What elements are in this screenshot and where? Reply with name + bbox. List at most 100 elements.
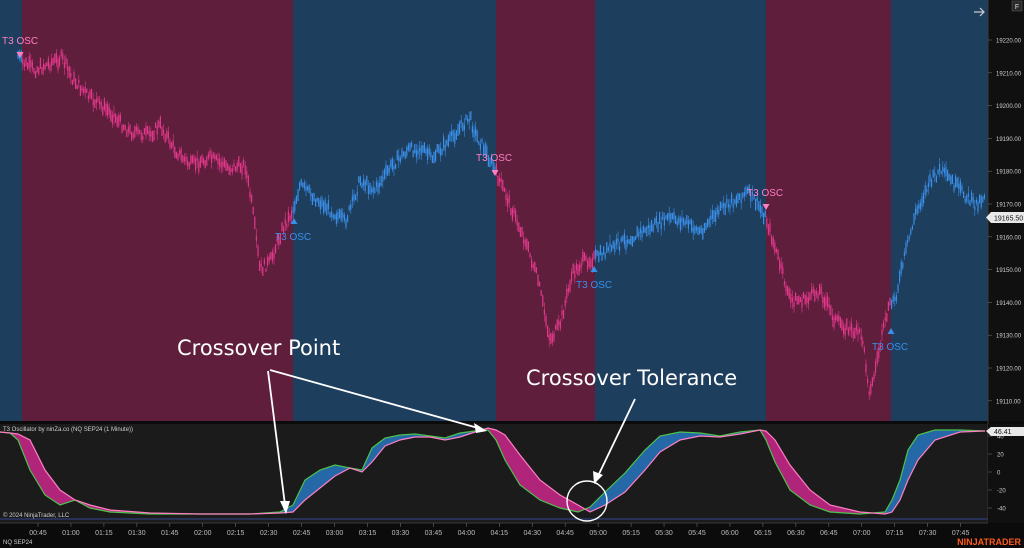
candle-body [651, 219, 653, 232]
candle-body [355, 195, 357, 200]
candle-body [311, 193, 313, 205]
candle-body [804, 294, 806, 305]
candle-body [812, 286, 814, 293]
osc-fill-segment [45, 470, 60, 505]
candle-body [303, 182, 305, 189]
candle-body [819, 284, 821, 295]
candle-body [614, 243, 616, 253]
candle-body [463, 125, 465, 131]
candle-body [363, 179, 365, 186]
candle-body [603, 246, 605, 255]
arrow-right-icon[interactable] [974, 7, 985, 17]
candle-body [191, 154, 193, 164]
signal-label: T3 OSC [576, 280, 612, 291]
candle-body [193, 156, 195, 163]
candle-body [697, 226, 699, 235]
price-tick-label: 19180.00 [996, 170, 1022, 176]
candle-body [795, 292, 797, 301]
candle-body [916, 205, 918, 214]
trend-band-bull [0, 0, 22, 421]
candle-body [294, 200, 296, 212]
candle-body [486, 146, 488, 157]
candle-body [159, 116, 161, 128]
candle-body [639, 228, 641, 233]
price-tick-label: 19170.00 [996, 203, 1022, 209]
candle-body [905, 242, 907, 254]
time-axis-labels: 00:45 01:00 01:15 01:30 01:45 02:00 02:15 02:30… [29, 523, 969, 537]
candle-body [462, 122, 464, 132]
candle-body [465, 114, 467, 120]
candle-body [910, 229, 912, 235]
osc-fill-segment [625, 450, 645, 492]
candle-body [263, 259, 265, 264]
candle-body [587, 260, 589, 270]
candle-body [25, 57, 27, 67]
candle-body [478, 141, 480, 145]
crossover-tolerance-annotation: Crossover Tolerance [526, 366, 737, 522]
candle-body [689, 219, 691, 224]
candle-body [239, 163, 241, 173]
candle-body [487, 155, 489, 167]
candle-body [115, 113, 117, 123]
candle-body [121, 124, 123, 134]
candle-body [273, 253, 275, 259]
candle-body [919, 202, 921, 209]
candle-body [619, 246, 621, 251]
signal-label: T3 OSC [872, 342, 908, 353]
candle-body [694, 226, 696, 234]
candle-body [495, 163, 497, 173]
candle-body [196, 157, 198, 161]
candle-body [156, 125, 158, 135]
candle-body [283, 227, 285, 234]
candle-body [267, 257, 269, 266]
candle-body [727, 203, 729, 208]
candle-body [124, 124, 126, 131]
price-tick-label: 19150.00 [996, 268, 1022, 274]
candle-body [598, 251, 600, 263]
candle-body [55, 53, 57, 64]
candle-body [935, 175, 937, 183]
candle-body [828, 304, 830, 309]
candle-body [673, 211, 675, 220]
oscillator-axis[interactable] [988, 424, 1024, 523]
candle-body [763, 212, 765, 225]
osc-fill-segment [775, 440, 790, 490]
osc-tick-label: 0 [997, 471, 1001, 477]
candle-body [823, 297, 825, 308]
time-tick-label: 05:45 [688, 530, 706, 537]
candle-body [726, 198, 728, 204]
candle-body [444, 144, 446, 152]
price-axis[interactable] [988, 0, 1024, 421]
candle-body [271, 251, 273, 261]
candle-body [761, 206, 763, 217]
candle-body [327, 200, 329, 209]
triangle-up-icon [590, 266, 598, 272]
panel-separator[interactable] [0, 421, 988, 424]
candle-body [814, 290, 816, 302]
time-axis[interactable] [0, 523, 1024, 548]
candle-body [879, 343, 881, 349]
candle-body [484, 143, 486, 155]
candle-body [774, 242, 776, 253]
signal-up-1: T3 OSC [275, 218, 311, 243]
candle-body [108, 106, 110, 115]
candle-body [644, 227, 646, 234]
f-badge[interactable]: F [1011, 0, 1023, 12]
candle-body [566, 288, 568, 299]
candle-body [310, 192, 312, 197]
candle-body [860, 334, 862, 340]
price-tick-label: 19190.00 [996, 137, 1022, 143]
candle-body [521, 226, 523, 237]
candle-body [779, 260, 781, 271]
candle-body [964, 198, 966, 202]
candle-body [393, 165, 395, 170]
candle-body [219, 158, 221, 167]
candle-body [894, 297, 896, 301]
candle-body [654, 218, 656, 225]
candle-body [73, 72, 75, 82]
candle-body [59, 57, 61, 66]
svg-text:19165.50: 19165.50 [994, 216, 1023, 223]
candle-body [721, 203, 723, 208]
signal-up-5: T3 OSC [872, 328, 908, 353]
